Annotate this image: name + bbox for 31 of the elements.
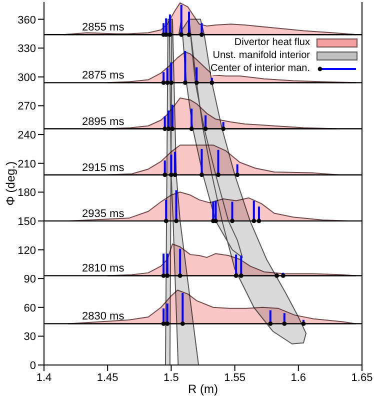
y-tick-label: 0 (30, 360, 36, 372)
ref-line-label: 2830 ms (82, 310, 125, 323)
y-axis-title: Φ (deg.) (3, 161, 18, 206)
y-tick-label: 120 (18, 244, 36, 257)
x-tick-label: 1.45 (96, 372, 118, 384)
y-tick-label: 60 (24, 302, 36, 314)
y-tick-label: 360 (18, 14, 36, 26)
x-tick-label: 1.4 (36, 372, 52, 384)
y-tick-label: 240 (18, 130, 36, 142)
ref-line-label: 2915 ms (82, 162, 125, 174)
y-tick-label: 90 (24, 274, 36, 286)
y-tick-label: 300 (18, 72, 36, 84)
x-tick-label: 1.55 (224, 372, 246, 384)
ref-line-label: 2810 ms (82, 262, 125, 275)
y-tick-label: 330 (18, 43, 36, 56)
y-tick-label: 150 (18, 216, 36, 228)
x-tick-label: 1.6 (290, 372, 306, 384)
x-tick-label: 1.65 (351, 372, 373, 384)
x-axis-title: R (m) (188, 382, 218, 396)
x-tick-label: 1.5 (164, 372, 179, 384)
legend-label: Center of interior man. (210, 62, 310, 75)
ref-line-label: 2875 ms (82, 70, 125, 82)
y-tick-label: 180 (18, 187, 36, 200)
legend-label: Divertor heat flux (234, 36, 310, 49)
ref-line-label: 2935 ms (82, 208, 125, 220)
ref-line-label: 2855 ms (82, 22, 125, 34)
y-tick-label: 270 (18, 100, 36, 113)
ref-line-label: 2895 ms (82, 116, 125, 128)
y-tick-label: 210 (18, 158, 36, 170)
y-tick-label: 30 (24, 331, 36, 344)
legend-label: Unst. manifold interior (212, 49, 310, 62)
